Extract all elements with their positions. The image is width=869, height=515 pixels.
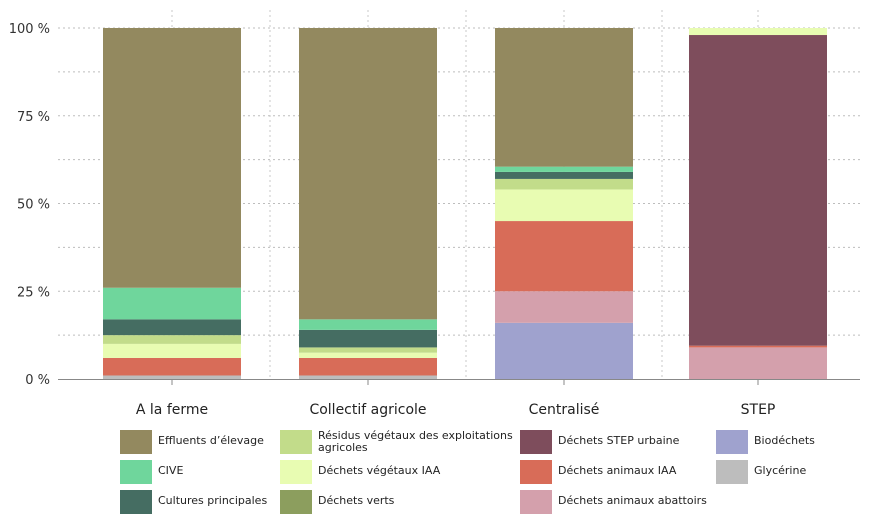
bar-segment xyxy=(299,329,437,348)
bar-segment xyxy=(495,171,633,179)
legend-swatch xyxy=(520,490,552,514)
y-tick-label: 100 % xyxy=(9,22,50,37)
stacked-bar-chart: 0 % 25 % 50 % 75 % 100 % A la ferme Collectif… xyxy=(9,10,860,418)
bar-segment xyxy=(103,335,241,344)
y-tick-label: 50 % xyxy=(17,198,50,213)
bar-segment xyxy=(689,347,827,379)
bar-segment xyxy=(103,287,241,320)
bar-segment xyxy=(103,319,241,336)
legend-label: Déchets verts xyxy=(318,494,395,507)
bars xyxy=(103,28,827,379)
bar-segment xyxy=(689,35,827,346)
legend-swatch xyxy=(520,430,552,454)
legend-item: Déchets végétaux IAA xyxy=(280,460,518,484)
legend-item: Déchets animaux IAA xyxy=(520,460,758,484)
legend-label: Biodéchets xyxy=(754,434,815,447)
bar-segment xyxy=(299,375,437,379)
x-axis-labels: A la ferme Collectif agricole Centralisé ST… xyxy=(136,402,775,418)
legend-label: Déchets STEP urbaine xyxy=(558,434,680,447)
bar-segment xyxy=(299,357,437,376)
y-axis-ticks: 0 % 25 % 50 % 75 % 100 % xyxy=(9,22,50,388)
bar-segment xyxy=(299,352,437,358)
legend-swatch xyxy=(120,460,152,484)
legend-swatch xyxy=(120,430,152,454)
bar-segment xyxy=(299,319,437,330)
bar-segment xyxy=(495,178,633,190)
legend-label: Glycérine xyxy=(754,464,807,477)
legend-label: Déchets animaux IAA xyxy=(558,464,677,477)
legend-item: Glycérine xyxy=(716,460,869,484)
y-tick-label: 25 % xyxy=(17,285,50,300)
x-tick-label: Centralisé xyxy=(529,402,600,418)
legend-label: CIVE xyxy=(158,464,184,477)
legend-item: Déchets verts xyxy=(280,490,518,514)
bar-segment xyxy=(495,322,633,379)
x-axis xyxy=(58,379,860,385)
bar-segment xyxy=(103,357,241,376)
bar-segment xyxy=(495,28,633,167)
bar-segment xyxy=(495,189,633,222)
bar-segment xyxy=(689,345,827,348)
legend-item: Cultures principales xyxy=(120,490,358,514)
bar-segment xyxy=(103,28,241,288)
legend-swatch xyxy=(716,460,748,484)
bar-segment xyxy=(299,28,437,320)
legend-swatch xyxy=(716,430,748,454)
y-tick-label: 0 % xyxy=(25,373,50,388)
legend-swatch xyxy=(520,460,552,484)
legend-label: Cultures principales xyxy=(158,494,268,507)
legend-label: Déchets végétaux IAA xyxy=(318,464,441,477)
x-tick-label: STEP xyxy=(741,402,776,418)
legend-swatch xyxy=(280,490,312,514)
bar-segment xyxy=(299,347,437,353)
legend-item: Résidus végétaux des exploitations agric… xyxy=(280,430,518,454)
legend-swatch xyxy=(280,430,312,454)
bar-segment xyxy=(689,28,827,36)
legend-item: Effluents d’élevage xyxy=(120,430,358,454)
y-tick-label: 75 % xyxy=(17,110,50,125)
legend-item: Biodéchets xyxy=(716,430,869,454)
legend-item: CIVE xyxy=(120,460,358,484)
legend-swatch xyxy=(120,490,152,514)
legend: Effluents d’élevage CIVE Cultures principa… xyxy=(120,426,840,514)
bar-segment xyxy=(495,291,633,323)
legend-label: Déchets animaux abattoirs xyxy=(558,494,707,507)
legend-item: Déchets STEP urbaine xyxy=(520,430,758,454)
legend-item: Déchets animaux abattoirs xyxy=(520,490,758,514)
bar-segment xyxy=(103,375,241,379)
legend-label: Effluents d’élevage xyxy=(158,434,264,447)
x-tick-label: Collectif agricole xyxy=(309,402,426,418)
bar-segment xyxy=(495,221,633,292)
x-tick-label: A la ferme xyxy=(136,402,208,418)
bar-segment xyxy=(103,343,241,358)
legend-label: Résidus végétaux des exploitations agric… xyxy=(318,429,513,454)
bar-segment xyxy=(495,166,633,172)
legend-swatch xyxy=(280,460,312,484)
